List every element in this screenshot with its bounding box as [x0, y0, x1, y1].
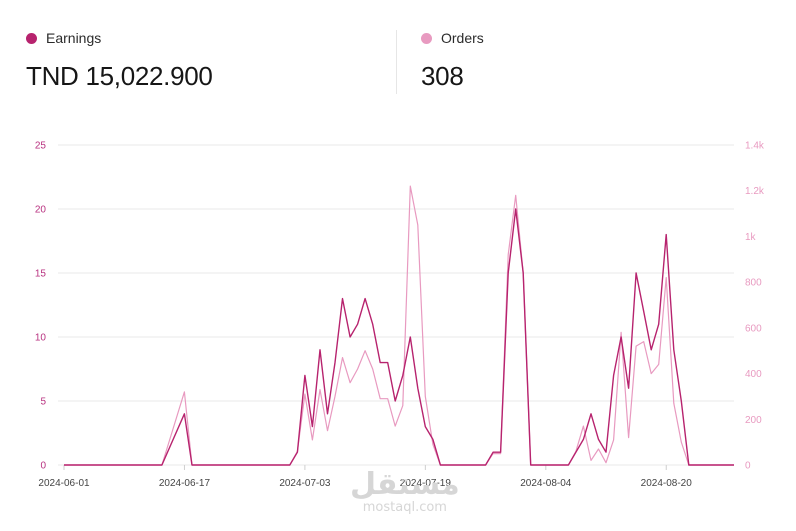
x-tick-label: 2024-06-01	[38, 478, 90, 489]
x-tick-label: 2024-08-04	[520, 478, 572, 489]
orders-legend-dot-icon	[421, 32, 432, 44]
right-y-tick-label: 1.4k	[745, 141, 765, 152]
left-y-tick-label: 0	[40, 461, 46, 472]
right-y-tick-label: 200	[745, 415, 762, 426]
chart-grid	[58, 144, 734, 466]
earnings-metric: Earnings TND 15,022.900	[26, 30, 213, 92]
orders-value: 308	[421, 61, 464, 91]
x-tick-label: 2024-07-03	[279, 478, 331, 489]
x-tick-label: 2024-08-20	[641, 478, 693, 489]
chart-series	[64, 185, 734, 466]
earnings-value: TND 15,022.900	[26, 61, 213, 91]
left-y-axis: 0 5 10 15 20 25	[35, 141, 47, 472]
earnings-line	[64, 208, 734, 466]
right-y-tick-label: 1k	[745, 232, 757, 243]
right-y-axis: 0 200 400 600 800 1k 1.2k 1.4k	[745, 141, 765, 472]
left-y-tick-label: 15	[35, 269, 47, 280]
x-tick-label: 2024-06-17	[159, 478, 211, 489]
x-axis: 2024-06-01 2024-06-17 2024-07-03 2024-07-19…	[38, 465, 692, 489]
watermark-arabic: مستقل	[350, 467, 460, 502]
right-y-tick-label: 600	[745, 323, 762, 334]
metric-divider	[396, 30, 397, 94]
earnings-label: Earnings	[46, 30, 102, 46]
watermark-latin: mostaql.com	[362, 500, 447, 515]
right-y-tick-label: 400	[745, 369, 762, 380]
right-y-tick-label: 0	[745, 461, 751, 472]
orders-line	[64, 185, 734, 466]
orders-label: Orders	[441, 30, 484, 46]
left-y-tick-label: 20	[35, 205, 47, 216]
left-y-tick-label: 5	[40, 397, 46, 408]
left-y-tick-label: 10	[35, 333, 47, 344]
left-y-tick-label: 25	[35, 141, 47, 152]
orders-metric: Orders 308	[421, 30, 484, 92]
x-tick-label: 2024-07-19	[400, 478, 452, 489]
right-y-tick-label: 1.2k	[745, 186, 765, 197]
watermark: مستقل mostaql.com	[350, 467, 460, 516]
earnings-legend-dot-icon	[26, 32, 37, 44]
right-y-tick-label: 800	[745, 278, 762, 289]
